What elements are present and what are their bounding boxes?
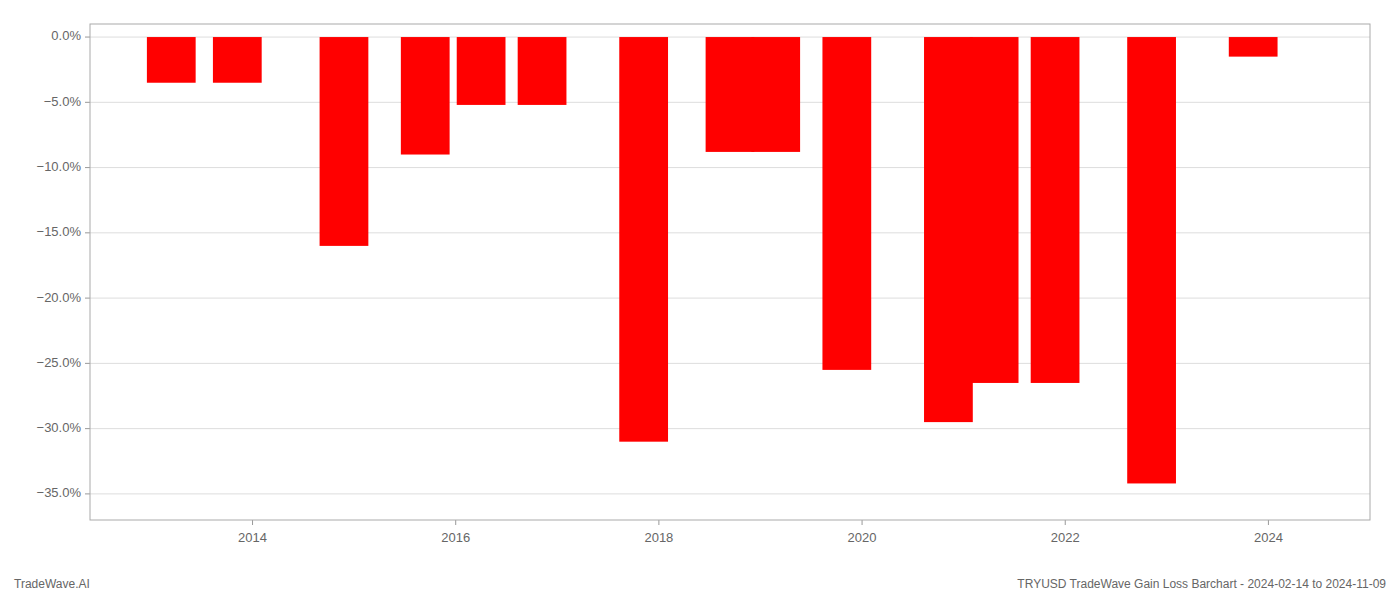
grid-line (90, 428, 1370, 429)
y-tick (85, 102, 90, 103)
bar (924, 37, 973, 422)
y-tick (85, 428, 90, 429)
footer-text: TradeWave.AI (14, 577, 90, 591)
y-tick (85, 37, 90, 38)
y-tick-label: −5.0% (44, 94, 82, 109)
y-tick-label: −35.0% (37, 485, 82, 500)
bar (706, 37, 755, 152)
bar (619, 37, 668, 442)
x-tick (1268, 520, 1269, 525)
bar (320, 37, 369, 246)
y-tick-label: 0.0% (51, 28, 81, 43)
x-tick-label: 2018 (644, 530, 673, 545)
y-tick-label: −15.0% (37, 224, 82, 239)
bar (751, 37, 800, 152)
y-tick (85, 493, 90, 494)
bar (213, 37, 262, 83)
x-tick (455, 520, 456, 525)
y-tick-label: −25.0% (37, 355, 82, 370)
x-tick (252, 520, 253, 525)
bars (147, 37, 1278, 483)
plot-frame (90, 24, 1370, 520)
x-tick-label: 2020 (848, 530, 877, 545)
bar (457, 37, 506, 105)
grid-line (90, 493, 1370, 494)
x-tick-label: 2016 (441, 530, 470, 545)
x-tick (862, 520, 863, 525)
grid-line (90, 167, 1370, 168)
bar (518, 37, 567, 105)
bar (822, 37, 871, 370)
grid-line (90, 363, 1370, 364)
x-tick (1065, 520, 1066, 525)
y-tick (85, 232, 90, 233)
y-tick-label: −30.0% (37, 420, 82, 435)
bar (401, 37, 450, 154)
y-tick (85, 363, 90, 364)
y-tick-label: −20.0% (37, 290, 82, 305)
bar (970, 37, 1019, 383)
y-tick (85, 298, 90, 299)
grid-line (90, 298, 1370, 299)
x-tick-label: 2022 (1051, 530, 1080, 545)
footer-text: TRYUSD TradeWave Gain Loss Barchart - 20… (1017, 577, 1386, 591)
x-tick-label: 2014 (238, 530, 267, 545)
y-tick (85, 167, 90, 168)
x-tick-label: 2024 (1254, 530, 1283, 545)
bar (1031, 37, 1080, 383)
bar (1229, 37, 1278, 57)
grid (90, 37, 1370, 494)
axes: 0.0% −5.0% −10.0% −15.0% −20.0% −25.0% −30.0% −… (37, 28, 1283, 545)
bar (147, 37, 196, 83)
bar (1127, 37, 1176, 483)
x-tick (658, 520, 659, 525)
grid-line (90, 232, 1370, 233)
chart: 0.0% −5.0% −10.0% −15.0% −20.0% −25.0% −30.0% −… (0, 0, 1400, 600)
y-tick-label: −10.0% (37, 159, 82, 174)
